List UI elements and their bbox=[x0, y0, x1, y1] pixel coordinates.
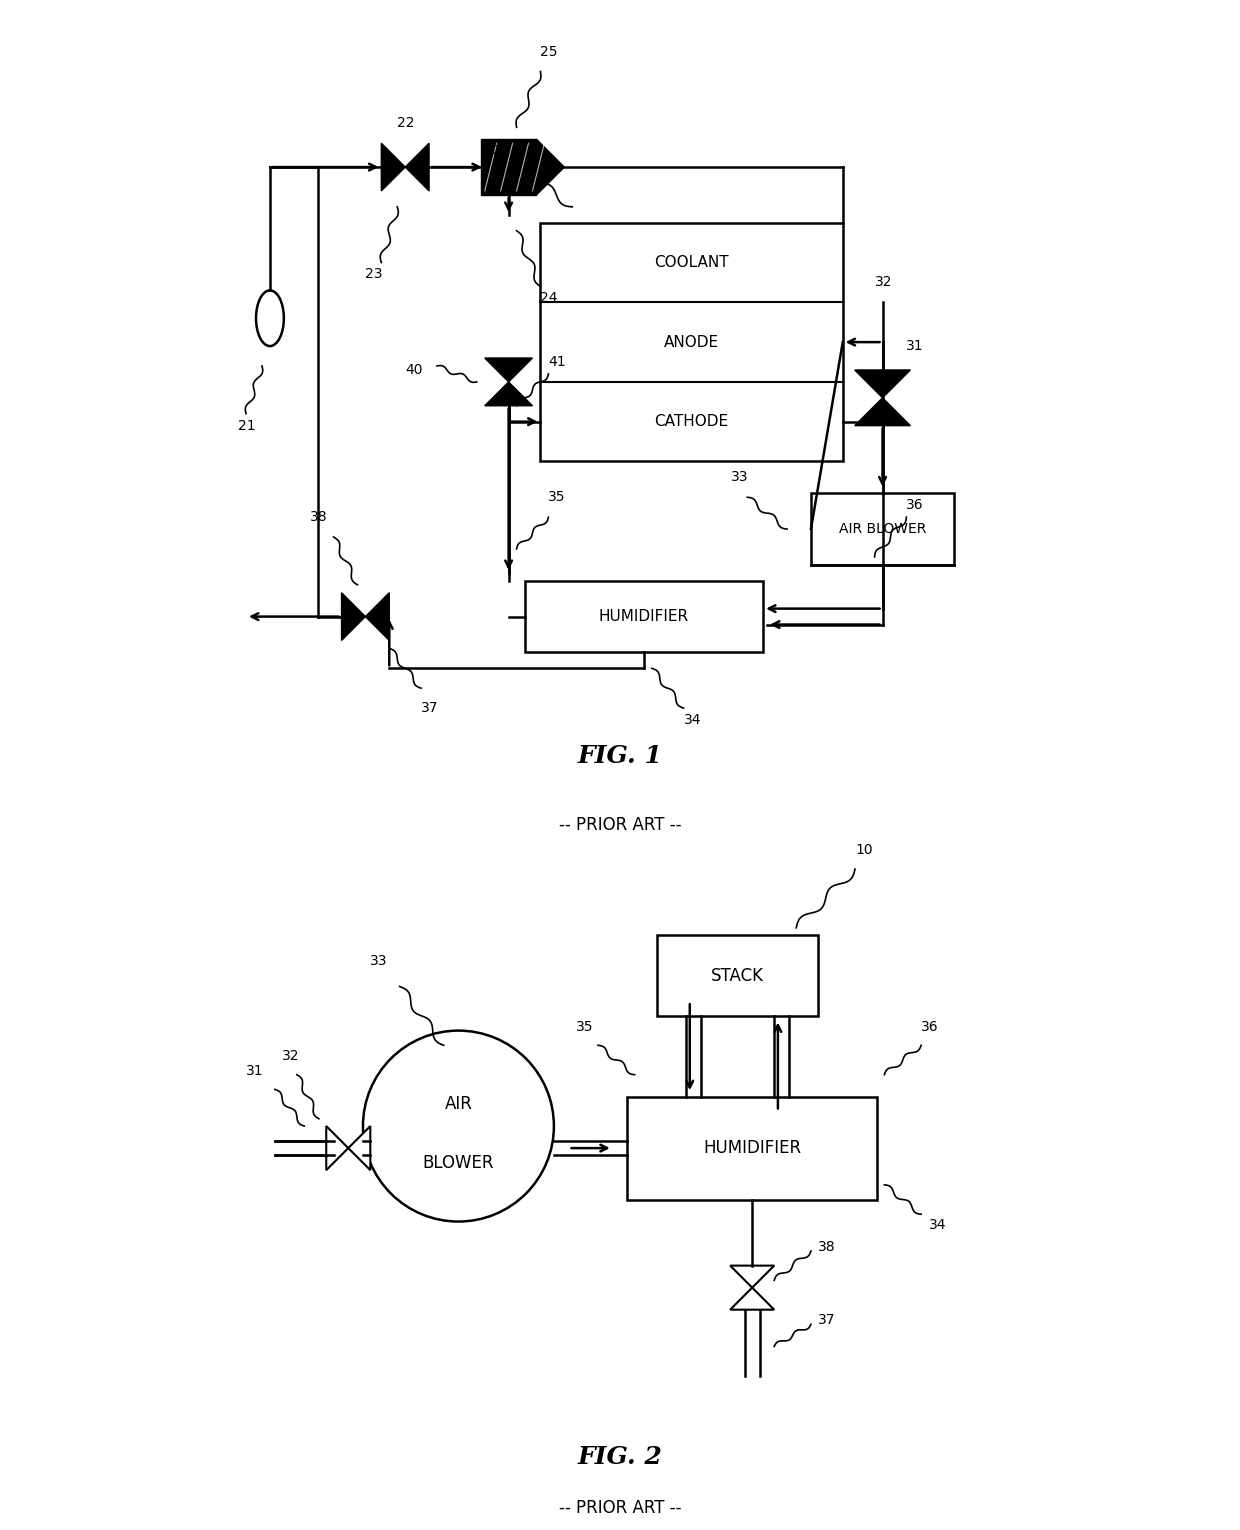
Text: 24: 24 bbox=[541, 291, 558, 306]
Text: 40: 40 bbox=[405, 363, 423, 376]
Text: 10: 10 bbox=[484, 144, 501, 158]
Text: 33: 33 bbox=[732, 470, 749, 485]
Text: AIR BLOWER: AIR BLOWER bbox=[839, 522, 926, 536]
FancyBboxPatch shape bbox=[525, 581, 763, 652]
Text: ANODE: ANODE bbox=[665, 335, 719, 350]
Text: STACK: STACK bbox=[711, 967, 764, 984]
Circle shape bbox=[363, 1031, 554, 1221]
Text: HUMIDIFIER: HUMIDIFIER bbox=[599, 609, 689, 624]
Text: AIR: AIR bbox=[444, 1095, 472, 1112]
Polygon shape bbox=[730, 1265, 774, 1288]
Text: 38: 38 bbox=[818, 1239, 836, 1255]
Text: 36: 36 bbox=[906, 499, 924, 513]
Polygon shape bbox=[485, 382, 532, 405]
Text: FIG. 2: FIG. 2 bbox=[578, 1444, 662, 1469]
FancyBboxPatch shape bbox=[627, 1097, 877, 1200]
FancyBboxPatch shape bbox=[657, 935, 818, 1016]
Text: 34: 34 bbox=[683, 713, 701, 727]
Text: FIG. 1: FIG. 1 bbox=[578, 744, 662, 768]
FancyBboxPatch shape bbox=[811, 493, 954, 565]
Polygon shape bbox=[485, 358, 532, 382]
FancyBboxPatch shape bbox=[541, 223, 843, 462]
Text: 37: 37 bbox=[818, 1313, 836, 1328]
FancyBboxPatch shape bbox=[481, 139, 537, 194]
Text: 37: 37 bbox=[422, 701, 439, 715]
Text: 25: 25 bbox=[541, 44, 558, 58]
Polygon shape bbox=[854, 370, 910, 398]
Text: 31: 31 bbox=[906, 340, 924, 353]
Polygon shape bbox=[405, 144, 429, 191]
Text: 10: 10 bbox=[856, 843, 873, 857]
Polygon shape bbox=[366, 592, 389, 641]
Text: 23: 23 bbox=[366, 268, 383, 282]
Text: 31: 31 bbox=[246, 1063, 263, 1077]
Text: 41: 41 bbox=[548, 355, 565, 369]
Polygon shape bbox=[341, 592, 366, 641]
Polygon shape bbox=[854, 398, 910, 425]
Polygon shape bbox=[348, 1126, 371, 1170]
Text: 35: 35 bbox=[575, 1019, 594, 1034]
Polygon shape bbox=[730, 1288, 774, 1310]
Text: BLOWER: BLOWER bbox=[423, 1154, 495, 1172]
Text: 38: 38 bbox=[310, 509, 327, 525]
Text: CATHODE: CATHODE bbox=[655, 415, 729, 430]
Text: -- PRIOR ART --: -- PRIOR ART -- bbox=[559, 1499, 681, 1516]
Text: 35: 35 bbox=[548, 490, 565, 505]
Ellipse shape bbox=[255, 291, 284, 346]
Polygon shape bbox=[537, 139, 564, 194]
Text: 32: 32 bbox=[874, 275, 892, 289]
Polygon shape bbox=[382, 144, 405, 191]
Text: 32: 32 bbox=[283, 1050, 300, 1063]
Polygon shape bbox=[326, 1126, 348, 1170]
Text: 36: 36 bbox=[921, 1019, 939, 1034]
Text: COOLANT: COOLANT bbox=[655, 256, 729, 271]
Text: HUMIDIFIER: HUMIDIFIER bbox=[703, 1140, 801, 1157]
Text: 21: 21 bbox=[238, 419, 255, 433]
Text: 22: 22 bbox=[397, 116, 414, 130]
Text: 34: 34 bbox=[929, 1218, 946, 1232]
Text: 33: 33 bbox=[371, 953, 388, 967]
Text: -- PRIOR ART --: -- PRIOR ART -- bbox=[559, 815, 681, 834]
